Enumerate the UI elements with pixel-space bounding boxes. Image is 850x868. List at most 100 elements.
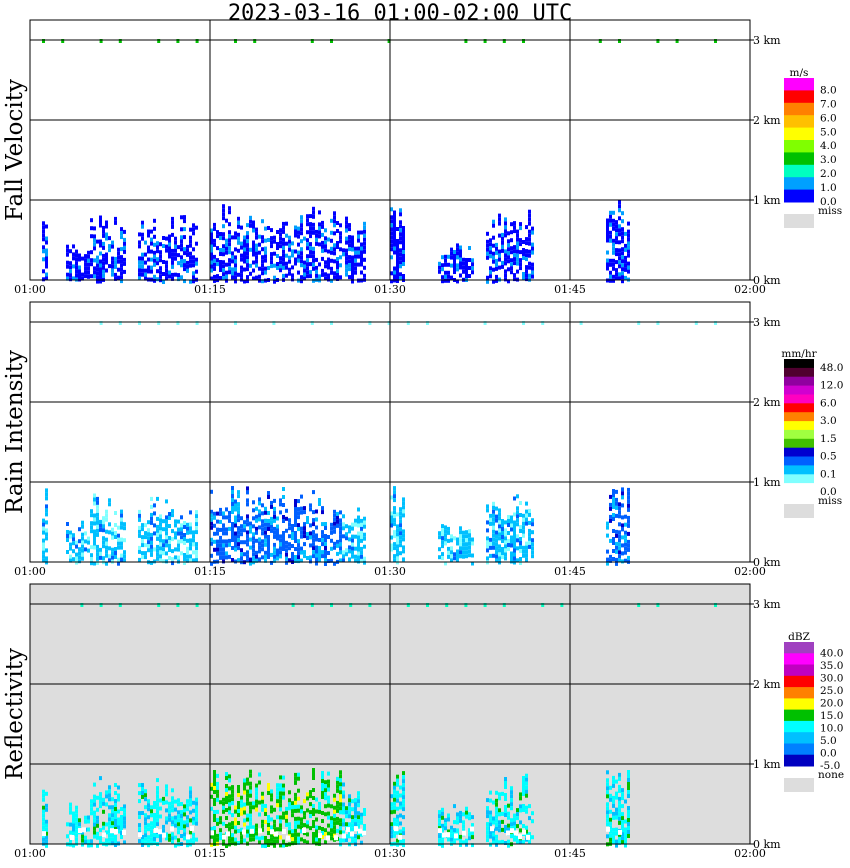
echo-cell: [84, 270, 87, 275]
echo-cell: [612, 831, 615, 836]
echo-cell: [150, 504, 153, 509]
echo-cell: [462, 550, 465, 555]
echo-cell: [621, 267, 624, 272]
echo-cell: [186, 522, 189, 527]
echo-cell: [333, 231, 336, 236]
echo-cell: [324, 562, 327, 566]
echo-cell: [180, 826, 183, 830]
echo-cell: [250, 828, 254, 834]
echo-cell: [486, 544, 489, 549]
echo-cell: [156, 798, 159, 803]
echo-cell: [177, 810, 180, 815]
echo-cell: [147, 520, 150, 525]
echo-cell: [165, 832, 168, 837]
echo-cell: [360, 246, 363, 251]
echo-cell: [150, 520, 153, 525]
echo-cell: [303, 799, 306, 804]
echo-cell: [504, 269, 507, 274]
echo-cell: [285, 548, 288, 553]
echo-cell: [177, 798, 180, 803]
echo-cell: [93, 810, 96, 815]
echo-cell: [306, 840, 309, 845]
echo-cell: [336, 269, 339, 273]
echo-cell: [267, 827, 270, 831]
echo-cell: [249, 271, 252, 276]
echo-cell: [297, 226, 300, 231]
echo-cell: [264, 804, 267, 808]
echo-cell: [315, 833, 318, 838]
echo-cell: [327, 811, 330, 816]
echo-cell: [522, 553, 525, 558]
echo-cell: [195, 805, 198, 810]
echo-cell: [531, 246, 534, 251]
echo-cell: [393, 226, 396, 231]
y-tick-label: 0 km: [753, 838, 781, 851]
echo-cell: [306, 808, 309, 813]
echo-cell: [249, 521, 252, 526]
echo-cell: [495, 246, 498, 251]
echo-cell: [252, 837, 255, 842]
echo-cell: [486, 275, 489, 280]
echo-cell: [118, 39, 122, 43]
echo-cell: [609, 797, 612, 802]
echo-cell: [393, 805, 396, 810]
echo-cell: [606, 258, 609, 263]
echo-cell: [486, 528, 489, 533]
echo-cell: [486, 822, 489, 827]
x-tick-label: 01:30: [374, 565, 406, 578]
echo-cell: [351, 554, 354, 559]
echo-cell: [315, 825, 318, 830]
echo-cell: [333, 521, 336, 526]
echo-cell: [156, 556, 159, 561]
echo-cell: [186, 815, 189, 820]
echo-cell: [192, 816, 195, 821]
echo-cell: [516, 518, 519, 523]
echo-cell: [183, 263, 186, 268]
echo-cell: [267, 519, 270, 523]
echo-cell: [396, 251, 399, 255]
echo-cell: [321, 530, 324, 535]
echo-cell: [297, 808, 300, 813]
echo-cell: [339, 810, 342, 815]
echo-cell: [174, 547, 177, 552]
echo-cell: [231, 526, 234, 530]
echo-cell: [153, 503, 156, 508]
echo-cell: [141, 783, 144, 787]
echo-cell: [258, 513, 261, 518]
echo-cell: [396, 532, 399, 537]
echo-cell: [219, 276, 222, 280]
echo-cell: [465, 814, 468, 819]
echo-cell: [390, 215, 393, 220]
echo-cell: [513, 825, 516, 830]
echo-cell: [615, 839, 618, 844]
echo-cell: [468, 836, 471, 841]
echo-cell: [498, 828, 501, 833]
echo-cell: [237, 506, 240, 511]
echo-cell: [522, 549, 525, 554]
echo-cell: [621, 275, 624, 280]
echo-cell: [93, 521, 96, 526]
echo-cell: [627, 515, 630, 520]
echo-cell: [300, 279, 303, 284]
legend-label: 15.0: [820, 710, 843, 722]
echo-cell: [75, 273, 78, 278]
echo-cell: [291, 813, 294, 818]
echo-cell: [90, 226, 93, 231]
echo-cell: [144, 821, 147, 826]
echo-cell: [498, 233, 501, 238]
echo-cell: [606, 262, 609, 267]
echo-cell: [240, 827, 243, 832]
echo-cell: [303, 554, 306, 559]
echo-cell: [144, 272, 147, 277]
echo-cell: [315, 237, 318, 242]
echo-cell: [618, 534, 621, 539]
echo-cell: [258, 541, 261, 546]
echo-cell: [171, 804, 174, 809]
echo-cell: [75, 556, 78, 561]
echo-cell: [180, 810, 183, 814]
echo-cell: [228, 250, 231, 255]
echo-cell: [297, 499, 300, 504]
echo-cell: [606, 834, 609, 839]
echo-cell: [321, 542, 324, 547]
echo-cell: [492, 529, 495, 534]
